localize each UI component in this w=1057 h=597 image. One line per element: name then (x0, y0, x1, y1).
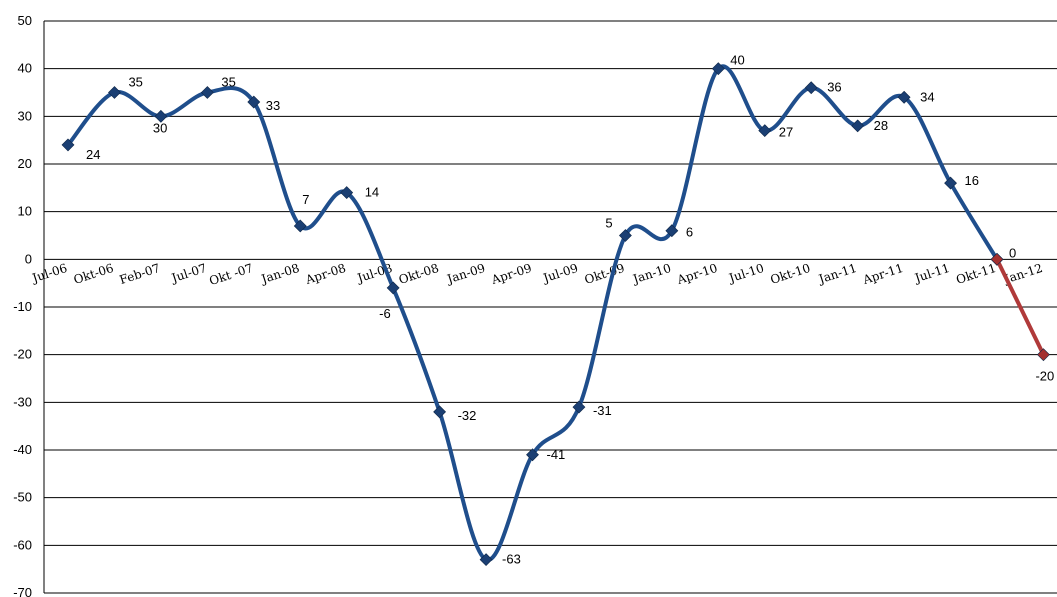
x-tick-label: Okt-08 (397, 261, 441, 287)
x-tick-label: Okt -07 (208, 261, 255, 288)
data-label: 24 (86, 147, 100, 162)
x-tick-label: Okt-09 (583, 261, 627, 287)
data-label: -32 (458, 408, 477, 423)
data-point-marker (618, 229, 632, 242)
data-point-marker (247, 95, 261, 109)
data-label: -6 (379, 306, 391, 321)
x-tick-label: Apr-09 (489, 261, 534, 287)
data-point-marker (154, 109, 168, 123)
x-tick-label: Jan-10 (629, 261, 672, 287)
y-tick-label: -40 (13, 442, 32, 457)
x-tick-label: Apr-10 (675, 261, 720, 287)
data-label: 36 (827, 80, 841, 95)
data-point-marker (340, 186, 354, 200)
data-label: 30 (153, 120, 167, 135)
data-point-marker (1037, 348, 1050, 362)
data-point-marker (851, 119, 865, 133)
data-point-marker (804, 81, 818, 95)
x-tick-label: Okt-10 (769, 261, 813, 287)
data-label: 0 (1009, 245, 1016, 260)
y-tick-label: -30 (13, 394, 32, 409)
data-point-marker (897, 90, 911, 104)
data-label: 7 (302, 192, 309, 207)
x-tick-label: Okt-06 (72, 261, 116, 287)
y-tick-label: -70 (13, 585, 32, 597)
data-label: -20 (1035, 369, 1054, 384)
x-tick-label: Jul-10 (725, 261, 765, 286)
data-point-marker (758, 124, 772, 138)
data-point-marker (433, 405, 447, 419)
x-tick-label: Jan-11 (815, 261, 858, 287)
x-tick-label: Jan-09 (444, 261, 487, 287)
data-point-marker (293, 219, 307, 233)
y-tick-label: -50 (13, 490, 32, 505)
data-point-marker (944, 176, 957, 190)
x-tick-label: Jul-07 (168, 261, 208, 286)
data-label: -31 (593, 403, 612, 418)
y-tick-label: 30 (18, 108, 32, 123)
series-line (995, 257, 1046, 357)
data-point-marker (386, 281, 400, 295)
data-point-marker (711, 62, 725, 76)
x-tick-label: Jul-11 (911, 261, 951, 286)
y-tick-label: -20 (13, 347, 32, 362)
data-label: 40 (730, 53, 744, 68)
y-tick-label: 50 (18, 13, 32, 28)
data-point-marker (108, 86, 121, 99)
series-line (66, 64, 999, 562)
data-label: 14 (365, 185, 379, 200)
data-label: 33 (266, 98, 280, 113)
y-tick-label: 0 (25, 251, 32, 266)
data-label: 28 (874, 118, 888, 133)
data-point-marker (665, 224, 679, 238)
y-tick-label: -60 (13, 537, 32, 552)
data-label: -63 (502, 552, 521, 567)
y-tick-label: -10 (13, 299, 32, 314)
data-label: -41 (547, 447, 566, 462)
x-tick-label: Apr-11 (860, 261, 905, 287)
data-point-marker (200, 86, 214, 99)
x-tick-label: Jul-06 (29, 261, 69, 286)
x-tick-label: Jan-08 (258, 261, 301, 287)
x-tick-label: Feb-07 (118, 261, 162, 287)
data-point-marker (61, 138, 75, 152)
x-tick-label: Jul-09 (540, 261, 580, 286)
x-tick-label: Okt-11 (954, 261, 998, 287)
data-point-marker (572, 400, 586, 414)
y-tick-label: 10 (18, 204, 32, 219)
data-label: 5 (605, 216, 612, 231)
data-label: 34 (920, 89, 934, 104)
data-label: 27 (779, 125, 793, 140)
data-label: 35 (221, 75, 235, 90)
data-label: 6 (686, 225, 693, 240)
y-tick-label: 40 (18, 61, 32, 76)
data-label: 35 (128, 75, 142, 90)
x-tick-label: Apr-08 (303, 261, 348, 287)
data-point-marker (479, 553, 493, 567)
data-point-marker (526, 448, 539, 462)
data-point-marker (990, 252, 1004, 266)
data-label: 16 (965, 173, 979, 188)
y-tick-label: 20 (18, 156, 32, 171)
